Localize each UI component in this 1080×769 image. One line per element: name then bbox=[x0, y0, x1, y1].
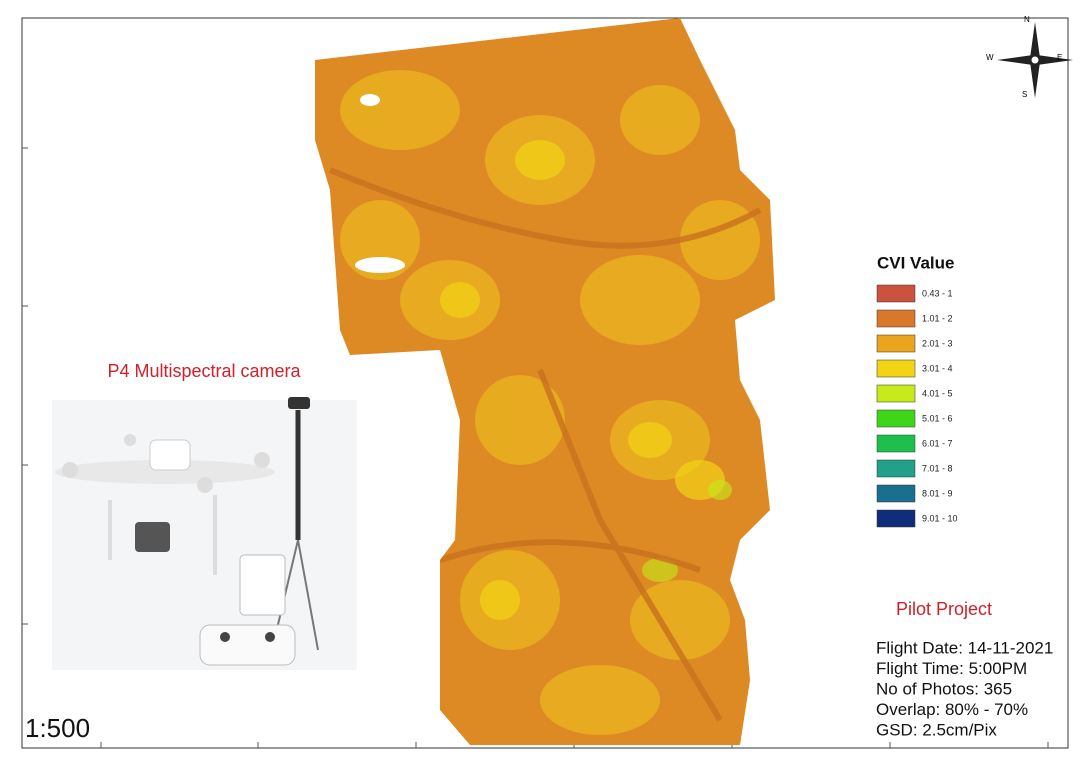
legend-label: 4.01 - 5 bbox=[922, 388, 953, 398]
compass-s: S bbox=[1022, 90, 1027, 99]
legend-title: CVI Value bbox=[877, 253, 954, 272]
legend-swatch bbox=[876, 484, 916, 503]
legend-label: 7.01 - 8 bbox=[922, 463, 953, 473]
legend-label: 6.01 - 7 bbox=[922, 438, 953, 448]
compass-w: W bbox=[986, 53, 994, 62]
compass-e: E bbox=[1057, 53, 1062, 62]
scale-text: 1:500 bbox=[25, 713, 90, 743]
legend-swatch bbox=[876, 334, 916, 353]
legend-swatch bbox=[876, 459, 916, 478]
legend: 0.43 - 1 1.01 - 2 2.01 - 3 3.01 - 4 4.01 - 5… bbox=[876, 284, 958, 528]
camera-label: P4 Multispectral camera bbox=[107, 361, 301, 381]
legend-swatch bbox=[876, 309, 916, 328]
compass: N S W E bbox=[986, 15, 1073, 99]
legend-swatch bbox=[876, 384, 916, 403]
flight-info-line: No of Photos: 365 bbox=[876, 679, 1012, 698]
legend-label: 0.43 - 1 bbox=[922, 288, 953, 298]
legend-swatch bbox=[876, 284, 916, 303]
drone-image bbox=[52, 397, 357, 670]
flight-info-line: Flight Date: 14-11-2021 bbox=[876, 638, 1053, 657]
legend-swatch bbox=[876, 359, 916, 378]
flight-info-line: GSD: 2.5cm/Pix bbox=[876, 720, 997, 739]
legend-label: 2.01 - 3 bbox=[922, 338, 953, 348]
legend-label: 1.01 - 2 bbox=[922, 313, 953, 323]
flight-info: Flight Date: 14-11-2021 Flight Time: 5:00… bbox=[876, 638, 1053, 739]
legend-label: 9.01 - 10 bbox=[922, 513, 958, 523]
flight-info-line: Overlap: 80% - 70% bbox=[876, 700, 1028, 719]
legend-label: 3.01 - 4 bbox=[922, 363, 953, 373]
legend-swatch bbox=[876, 409, 916, 428]
compass-n: N bbox=[1024, 15, 1030, 24]
flight-info-line: Flight Time: 5:00PM bbox=[876, 659, 1027, 678]
project-title: Pilot Project bbox=[896, 599, 992, 619]
legend-swatch bbox=[876, 509, 916, 528]
legend-label: 5.01 - 6 bbox=[922, 413, 953, 423]
legend-swatch bbox=[876, 434, 916, 453]
legend-label: 8.01 - 9 bbox=[922, 488, 953, 498]
